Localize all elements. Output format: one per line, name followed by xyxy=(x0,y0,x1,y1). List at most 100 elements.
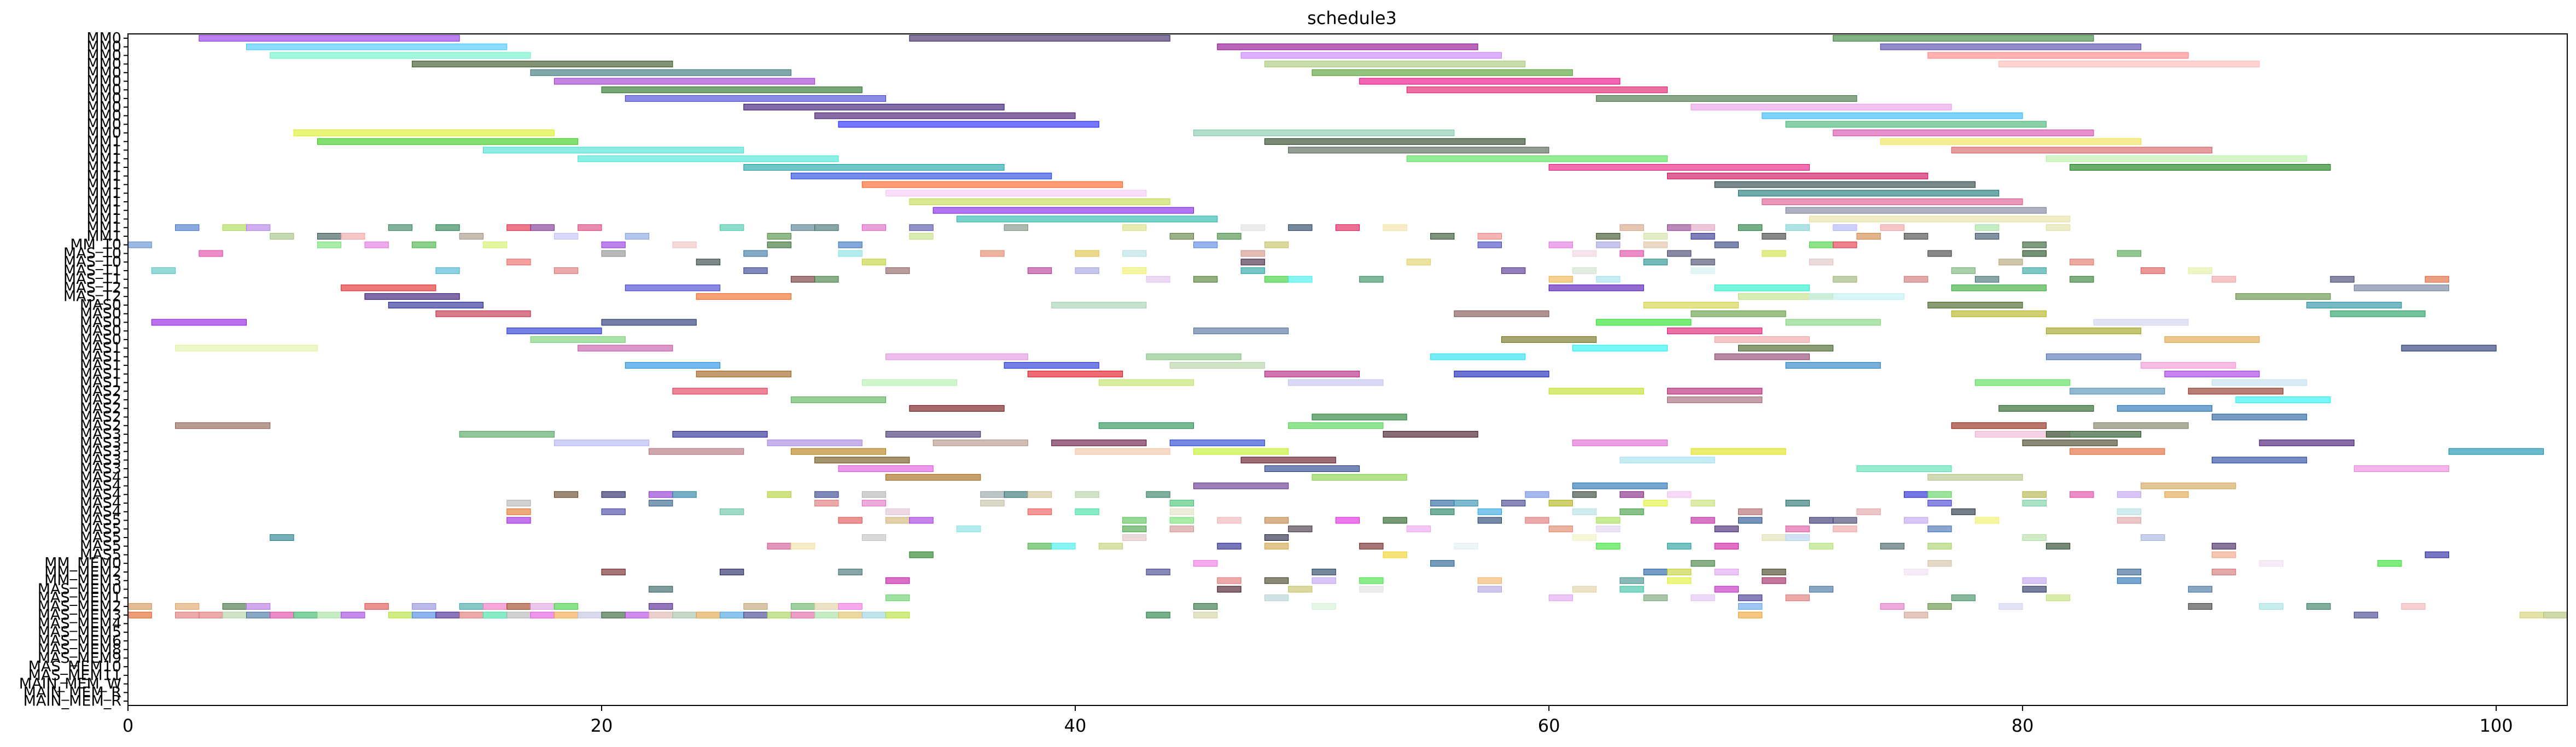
task-bar xyxy=(1927,526,1952,533)
task-bar xyxy=(1596,276,1621,283)
task-bar xyxy=(1809,215,2071,223)
y-tick-label: MAS_T0 xyxy=(63,254,121,271)
y-tick-label: MM0 xyxy=(86,73,121,90)
task-bar xyxy=(838,569,862,575)
task-bar xyxy=(1619,250,1644,257)
task-bar xyxy=(861,500,887,506)
task-bar xyxy=(175,422,271,429)
task-bar xyxy=(885,517,910,524)
task-bar xyxy=(483,603,508,610)
task-bar xyxy=(270,52,531,59)
task-bar xyxy=(720,611,744,618)
task-bar xyxy=(1904,517,1928,524)
task-bar xyxy=(2543,611,2568,618)
task-bar xyxy=(625,95,887,102)
task-bar xyxy=(933,439,1028,446)
task-bar xyxy=(1927,603,1952,610)
task-bar xyxy=(909,517,934,524)
task-bar xyxy=(2022,491,2047,498)
task-bar xyxy=(1619,586,1644,593)
task-bar xyxy=(1762,112,2023,119)
task-bar xyxy=(1146,276,1170,283)
task-bar xyxy=(1951,310,2047,317)
task-bar xyxy=(1691,233,1715,240)
y-tick-label: MAS_MEM11 xyxy=(28,667,121,684)
task-bar xyxy=(743,250,768,257)
task-bar xyxy=(246,43,508,50)
task-bar xyxy=(1904,569,1928,575)
y-tick-label: MM0 xyxy=(86,47,121,64)
y-tick-label: MAS4 xyxy=(80,477,121,494)
task-bar xyxy=(1004,491,1028,498)
task-bar xyxy=(1406,155,1668,162)
task-bar xyxy=(601,508,626,515)
task-bar xyxy=(530,69,791,76)
task-bar xyxy=(2377,560,2402,567)
task-bar xyxy=(2519,611,2544,618)
task-bar xyxy=(2022,586,2047,593)
task-bar xyxy=(246,611,271,618)
task-bar xyxy=(506,508,531,515)
task-bar xyxy=(1714,284,1810,291)
y-tick-label: MM0 xyxy=(86,56,121,73)
task-bar xyxy=(672,388,768,395)
task-bar xyxy=(814,224,839,231)
task-bar xyxy=(1572,439,1668,446)
task-bar xyxy=(2045,224,2071,231)
y-tick-label: MAS_T1 xyxy=(63,271,121,288)
task-bar xyxy=(1217,577,1242,584)
task-bar xyxy=(1714,526,1739,533)
task-bar xyxy=(412,603,436,610)
task-bar xyxy=(1904,491,1928,498)
y-tick-label: MM1 xyxy=(86,219,121,236)
task-bar xyxy=(1454,370,1549,377)
y-tick-label: MM1 xyxy=(86,211,121,227)
y-tick-label: MM1 xyxy=(86,185,121,202)
task-bar xyxy=(1193,611,1218,618)
task-bar xyxy=(1264,138,1526,145)
task-bar xyxy=(1785,534,1810,541)
y-tick-label: MAS3 xyxy=(80,434,121,451)
task-bar xyxy=(1714,241,1739,248)
task-bar xyxy=(1691,517,1715,524)
task-bar xyxy=(2212,276,2236,283)
task-bar xyxy=(1667,569,1692,575)
task-bar xyxy=(1075,508,1099,515)
task-bar xyxy=(1596,319,1692,326)
task-bar xyxy=(601,250,626,257)
task-bar xyxy=(2045,328,2142,335)
task-bar xyxy=(1477,577,1502,584)
task-bar xyxy=(1217,43,1478,50)
task-bar xyxy=(2212,457,2307,464)
task-bar xyxy=(1264,577,1289,584)
task-bar xyxy=(1572,586,1597,593)
task-bar xyxy=(672,491,697,498)
task-bar xyxy=(530,336,626,343)
task-bar xyxy=(601,241,626,248)
task-bar xyxy=(2401,603,2426,610)
task-bar xyxy=(1927,301,2023,308)
task-bar xyxy=(553,611,579,618)
task-bar xyxy=(1667,542,1692,550)
task-bar xyxy=(1667,250,1692,257)
task-bar xyxy=(1691,267,1715,274)
task-bar xyxy=(1596,517,1621,524)
task-bar xyxy=(293,611,318,618)
task-bar xyxy=(1691,594,1715,602)
y-tick-label: MAIN_MEM_R xyxy=(24,684,121,701)
task-bar xyxy=(1217,517,1242,524)
task-bar xyxy=(341,233,365,240)
y-tick-label: MAS0 xyxy=(80,323,121,340)
task-bar xyxy=(1667,328,1763,335)
y-tick-label: MM0 xyxy=(86,90,121,107)
task-bar xyxy=(909,405,1005,412)
task-bar xyxy=(1738,190,2000,197)
task-bar xyxy=(743,267,768,274)
task-bar xyxy=(2093,319,2189,326)
task-bar xyxy=(1619,457,1715,464)
task-bar xyxy=(1264,594,1289,602)
task-bar xyxy=(1785,594,1810,602)
task-bar xyxy=(885,577,910,584)
task-bar xyxy=(1525,491,1549,498)
task-bar xyxy=(388,224,413,231)
